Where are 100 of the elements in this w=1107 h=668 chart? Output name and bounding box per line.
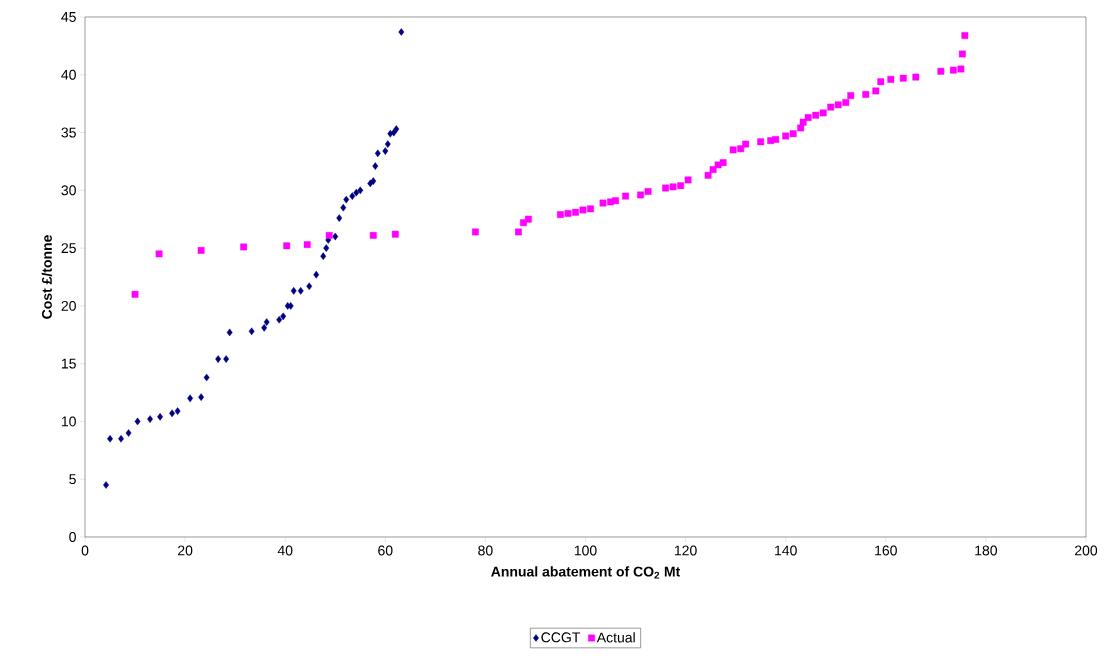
point	[332, 232, 339, 241]
point	[187, 394, 194, 403]
point	[382, 147, 389, 155]
point	[313, 270, 320, 279]
point	[197, 247, 205, 254]
point	[349, 192, 356, 200]
point	[248, 327, 255, 336]
point	[157, 413, 163, 421]
point	[323, 244, 330, 252]
point	[912, 73, 920, 81]
point	[369, 231, 377, 239]
point	[525, 215, 532, 223]
point	[343, 195, 350, 204]
point	[662, 184, 669, 192]
x-tick-label: 200	[1075, 545, 1098, 556]
point	[789, 130, 797, 138]
y-tick-label: 45	[61, 12, 76, 22]
x-tick-label: 180	[975, 545, 998, 556]
point	[226, 328, 233, 337]
point	[872, 87, 880, 95]
point	[398, 28, 405, 36]
point	[391, 230, 399, 238]
point	[261, 324, 268, 332]
point	[370, 177, 377, 185]
point	[174, 407, 181, 415]
y-tick-label: 5	[69, 474, 76, 485]
point	[599, 199, 607, 207]
y-tick-label: 15	[61, 358, 76, 369]
point	[579, 206, 587, 214]
point	[949, 66, 957, 74]
y-tick-label: 25	[61, 243, 76, 254]
point	[340, 203, 347, 212]
y-tick-label: 10	[61, 416, 76, 427]
point	[515, 228, 522, 236]
point	[276, 315, 283, 324]
point	[669, 183, 677, 191]
point	[957, 65, 965, 73]
point	[644, 188, 652, 195]
point	[772, 136, 780, 143]
legend-label: CCGT	[541, 632, 581, 643]
point	[757, 138, 765, 146]
point	[637, 191, 644, 199]
point	[958, 50, 966, 58]
point	[134, 417, 141, 426]
point	[887, 75, 895, 83]
point	[325, 231, 333, 239]
point	[203, 373, 210, 382]
point	[303, 241, 311, 249]
point	[729, 146, 737, 154]
point	[819, 109, 827, 117]
point	[937, 67, 945, 75]
point	[240, 243, 248, 251]
point	[587, 205, 594, 213]
point	[103, 481, 109, 489]
y-tick-label: 20	[61, 300, 76, 311]
point	[797, 124, 805, 132]
x-tick-label: 100	[574, 545, 597, 556]
point	[622, 192, 629, 200]
point	[198, 393, 205, 401]
point	[374, 149, 381, 158]
point	[877, 78, 885, 86]
point	[283, 242, 291, 250]
point	[297, 287, 304, 295]
point	[677, 182, 684, 190]
x-tick-label: 40	[277, 545, 293, 556]
x-axis-title: Annual abatement of CO$_{2}$ Mt	[491, 566, 681, 579]
x-tick-label: 120	[674, 545, 697, 556]
point	[290, 287, 297, 295]
y-tick-label: 30	[61, 185, 76, 196]
y-axis-title: Cost £/tonne	[41, 235, 53, 319]
point	[357, 186, 364, 195]
x-tick-label: 140	[775, 545, 797, 556]
point	[612, 197, 619, 205]
point	[684, 176, 692, 184]
point	[572, 208, 579, 216]
point	[125, 429, 132, 437]
point	[847, 92, 855, 99]
y-tick-label: 35	[61, 127, 76, 138]
point	[961, 32, 969, 39]
x-tick-label: 0	[81, 545, 89, 556]
y-tick-label: 0	[69, 532, 76, 542]
point	[353, 188, 360, 197]
point	[263, 318, 270, 326]
point	[704, 171, 712, 179]
point	[280, 312, 287, 321]
point	[393, 125, 400, 133]
point	[131, 290, 139, 298]
point	[155, 250, 163, 258]
point	[306, 282, 313, 291]
x-tick-label: 20	[178, 545, 193, 556]
point	[215, 355, 222, 363]
point	[812, 111, 820, 119]
y-tick-label: 40	[61, 69, 76, 80]
point	[742, 140, 750, 148]
point	[862, 91, 870, 98]
x-tick-label: 60	[378, 545, 393, 556]
point	[834, 101, 842, 109]
point	[719, 159, 727, 166]
point	[336, 214, 343, 222]
point	[372, 162, 379, 170]
